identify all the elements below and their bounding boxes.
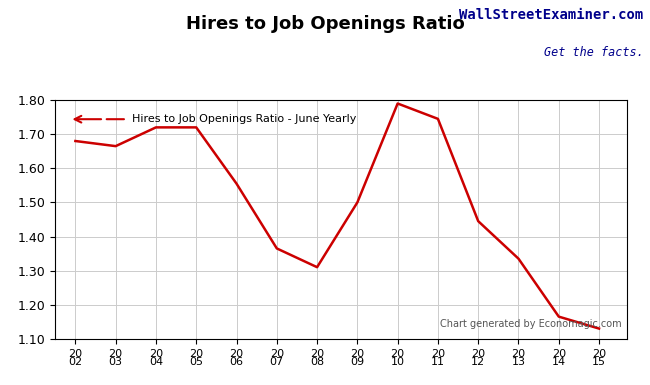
Text: WallStreetExaminer.com: WallStreetExaminer.com: [460, 8, 644, 22]
Text: Hires to Job Openings Ratio - June Yearly: Hires to Job Openings Ratio - June Yearl…: [133, 114, 357, 124]
Text: Chart generated by Economagic.com: Chart generated by Economagic.com: [440, 319, 621, 329]
Text: Hires to Job Openings Ratio: Hires to Job Openings Ratio: [186, 15, 464, 33]
Text: Get the facts.: Get the facts.: [544, 46, 644, 59]
